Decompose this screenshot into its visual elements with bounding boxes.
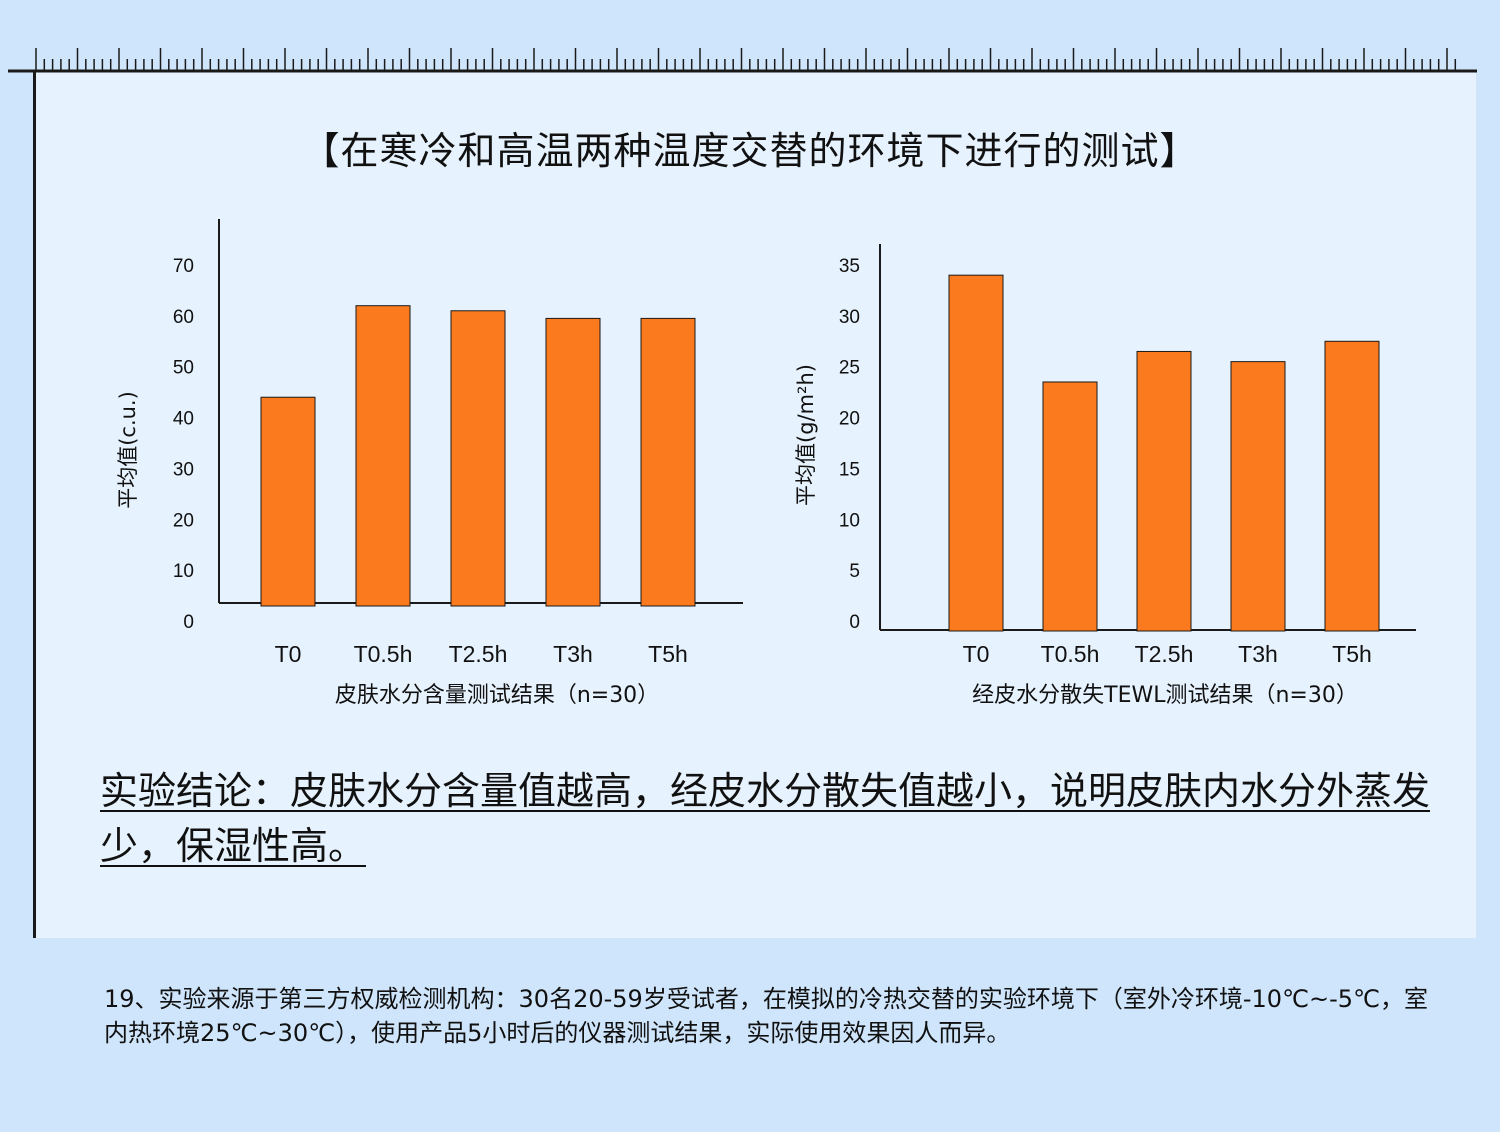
source-footnote: 19、实验来源于第三方权威检测机构：30名20-59岁受试者，在模拟的冷热交替的… — [104, 985, 1428, 1047]
y-tick-label: 20 — [173, 510, 194, 531]
bar-T2.5h — [450, 310, 506, 607]
y-tick-label: 40 — [173, 409, 194, 430]
chart1-y-axis-label: 平均值(c.u.) — [116, 391, 140, 509]
chart2-y-axis-label: 平均值(g/m²h) — [794, 364, 818, 506]
bar-T3h — [545, 317, 601, 607]
x-tick-label: T0 — [275, 641, 302, 667]
x-tick-label: T0.5h — [354, 641, 413, 667]
ruler-decoration — [8, 48, 1477, 73]
x-tick-label: T2.5h — [449, 641, 508, 667]
y-tick-label: 70 — [173, 256, 194, 277]
x-tick-label: T3h — [553, 641, 593, 667]
left-border-line — [33, 72, 36, 938]
x-tick-label: T5h — [648, 641, 688, 667]
bar-T0 — [260, 396, 316, 607]
bar-T0.5h — [355, 305, 411, 607]
y-tick-label: 50 — [173, 358, 194, 379]
y-tick-label: 10 — [173, 561, 194, 582]
bar-T5h — [640, 317, 696, 607]
y-tick-label: 0 — [183, 612, 194, 633]
y-tick-label: 30 — [173, 459, 194, 480]
experiment-conclusion: 实验结论：皮肤水分含量值越高，经皮水分散失值越小，说明皮肤内水分外蒸发少，保湿性… — [100, 769, 1431, 868]
page-title: 【在寒冷和高温两种温度交替的环境下进行的测试】 — [301, 129, 1199, 173]
x-axis-label: 皮肤水分含量测试结果（n=30） — [335, 683, 659, 708]
y-tick-label: 60 — [173, 307, 194, 328]
skin-moisture-bar-chart: 0 10 20 30 40 50 60 70 T0 T0.5h T2.5h T3h T5h 皮肤水分含量测… — [173, 219, 743, 708]
